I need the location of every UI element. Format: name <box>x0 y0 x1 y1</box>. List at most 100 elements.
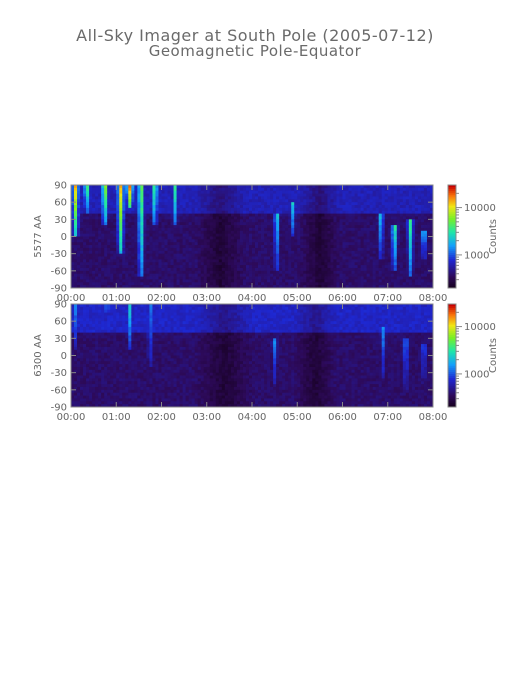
heatmap-cell <box>315 225 319 229</box>
heatmap-cell <box>89 233 93 237</box>
heatmap-cell <box>89 364 93 368</box>
heatmap-cell <box>348 253 352 257</box>
heatmap-cell <box>369 222 374 226</box>
heatmap-cell <box>74 326 78 331</box>
heatmap-cell <box>143 202 147 206</box>
heatmap-cell <box>288 262 292 266</box>
heatmap-cell <box>197 239 202 243</box>
heatmap-cell <box>104 282 108 286</box>
heatmap-cell <box>273 253 277 257</box>
heatmap-cell <box>107 230 111 235</box>
heatmap-cell <box>101 329 105 334</box>
heatmap-cell <box>239 236 244 240</box>
heatmap-cell <box>185 193 190 197</box>
heatmap-cell <box>405 205 410 209</box>
heatmap-cell <box>300 190 304 194</box>
heatmap-cell <box>71 285 75 289</box>
heatmap-cell <box>336 202 340 206</box>
heatmap-cell <box>212 267 217 272</box>
heatmap-cell <box>134 285 138 289</box>
heatmap-cell <box>167 242 171 246</box>
heatmap-cell <box>83 381 87 385</box>
heatmap-cell <box>209 262 214 266</box>
heatmap-cell <box>252 270 256 275</box>
heatmap-cell <box>396 242 401 246</box>
heatmap-cell <box>173 233 177 237</box>
heatmap-cell <box>330 210 334 215</box>
heatmap-cell <box>119 205 123 209</box>
heatmap-cell <box>230 265 235 269</box>
heatmap-cell <box>276 259 280 263</box>
heatmap-cell <box>200 256 205 260</box>
heatmap-cell <box>285 219 289 223</box>
heatmap-cell <box>119 199 123 203</box>
heatmap-cell <box>342 245 346 249</box>
heatmap-cell <box>276 270 280 275</box>
heatmap-cell <box>191 256 196 260</box>
heatmap-cell <box>194 245 199 249</box>
heatmap-cell <box>161 259 165 263</box>
heatmap-cell <box>245 205 250 209</box>
heatmap-cell <box>80 341 84 345</box>
heatmap-cell <box>402 247 407 252</box>
heatmap-cell <box>366 285 371 289</box>
colorbar-swatch <box>448 240 456 244</box>
heatmap-cell <box>276 262 280 266</box>
heatmap-cell <box>197 187 202 192</box>
heatmap-cell <box>221 225 226 229</box>
heatmap-cell <box>264 213 268 217</box>
heatmap-cell <box>191 213 196 217</box>
heatmap-cell <box>119 265 123 269</box>
heatmap-cell <box>77 324 81 328</box>
heatmap-cell <box>116 276 120 280</box>
heatmap-cell <box>80 324 84 328</box>
heatmap-cell <box>152 233 156 237</box>
heatmap-cell <box>83 369 87 374</box>
heatmap-cell <box>152 242 156 246</box>
heatmap-cell <box>83 304 87 308</box>
heatmap-cell <box>101 199 105 203</box>
heatmap-cell <box>206 242 211 246</box>
heatmap-cell <box>140 199 144 203</box>
heatmap-cell <box>134 282 138 286</box>
heatmap-cell <box>363 190 368 194</box>
heatmap-cell <box>258 267 262 272</box>
heatmap-cell <box>221 233 226 237</box>
heatmap-cell <box>354 267 358 272</box>
heatmap-cell <box>80 250 84 255</box>
heatmap-cell <box>264 233 268 237</box>
heatmap-cell <box>92 250 96 255</box>
heatmap-cell <box>179 250 184 255</box>
heatmap-cell <box>74 395 78 399</box>
heatmap-cell <box>264 242 268 246</box>
heatmap-cell <box>203 187 208 192</box>
heatmap-cell <box>426 259 431 263</box>
heatmap-cell <box>203 185 208 189</box>
heatmap-cell <box>242 265 247 269</box>
heatmap-cell <box>74 265 78 269</box>
heatmap-cell <box>122 207 126 212</box>
heatmap-cell <box>92 361 96 365</box>
heatmap-cell <box>149 187 153 192</box>
heatmap-cell <box>252 245 256 249</box>
heatmap-cell <box>83 324 87 328</box>
heatmap-cell <box>218 196 223 200</box>
heatmap-cell <box>245 196 250 200</box>
heatmap-cell <box>203 233 208 237</box>
heatmap-cell <box>270 245 274 249</box>
heatmap-cell <box>330 190 334 194</box>
heatmap-cell <box>167 270 171 275</box>
heatmap-cell <box>110 309 114 313</box>
heatmap-cell <box>92 315 96 319</box>
heatmap-cell <box>218 262 223 266</box>
heatmap-cell <box>227 285 232 289</box>
heatmap-cell <box>164 225 168 229</box>
heatmap-cell <box>224 276 229 280</box>
heatmap-cell <box>104 207 108 212</box>
heatmap-cell <box>405 273 410 277</box>
heatmap-cell <box>288 276 292 280</box>
heatmap-cell <box>209 210 214 215</box>
heatmap-cell <box>107 259 111 263</box>
heatmap-cell <box>336 185 340 189</box>
heatmap-cell <box>405 207 410 212</box>
